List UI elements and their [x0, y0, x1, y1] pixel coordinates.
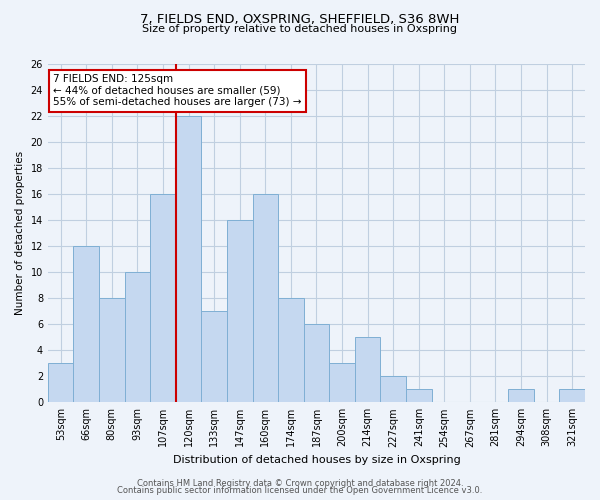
- Bar: [125, 272, 150, 402]
- Y-axis label: Number of detached properties: Number of detached properties: [15, 151, 25, 315]
- Text: Contains public sector information licensed under the Open Government Licence v3: Contains public sector information licen…: [118, 486, 482, 495]
- Bar: [304, 324, 329, 402]
- Bar: [278, 298, 304, 403]
- Text: Size of property relative to detached houses in Oxspring: Size of property relative to detached ho…: [143, 24, 458, 34]
- Text: 7 FIELDS END: 125sqm
← 44% of detached houses are smaller (59)
55% of semi-detac: 7 FIELDS END: 125sqm ← 44% of detached h…: [53, 74, 302, 108]
- Bar: [99, 298, 125, 403]
- Bar: [355, 337, 380, 402]
- Bar: [559, 390, 585, 402]
- Bar: [227, 220, 253, 402]
- Bar: [176, 116, 202, 403]
- Text: 7, FIELDS END, OXSPRING, SHEFFIELD, S36 8WH: 7, FIELDS END, OXSPRING, SHEFFIELD, S36 …: [140, 12, 460, 26]
- X-axis label: Distribution of detached houses by size in Oxspring: Distribution of detached houses by size …: [173, 455, 460, 465]
- Bar: [202, 311, 227, 402]
- Bar: [508, 390, 534, 402]
- Text: Contains HM Land Registry data © Crown copyright and database right 2024.: Contains HM Land Registry data © Crown c…: [137, 478, 463, 488]
- Bar: [48, 364, 73, 403]
- Bar: [406, 390, 431, 402]
- Bar: [253, 194, 278, 402]
- Bar: [73, 246, 99, 402]
- Bar: [150, 194, 176, 402]
- Bar: [329, 364, 355, 403]
- Bar: [380, 376, 406, 402]
